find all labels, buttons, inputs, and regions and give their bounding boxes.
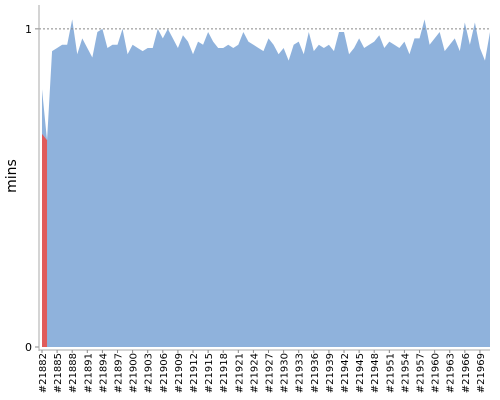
x-tick-label: #21894 bbox=[98, 353, 109, 393]
x-tick-label: #21936 bbox=[310, 353, 321, 393]
x-tick-label: #21924 bbox=[249, 353, 260, 393]
x-tick-label: #21966 bbox=[461, 353, 472, 393]
area bbox=[42, 133, 48, 347]
x-tick-label: #21900 bbox=[129, 353, 140, 393]
x-tick-label: #21939 bbox=[325, 353, 336, 393]
x-tick-label: #21885 bbox=[53, 353, 64, 393]
x-tick-label: #21933 bbox=[295, 353, 306, 393]
x-tick-label: #21969 bbox=[476, 353, 487, 393]
x-tick-label: #21903 bbox=[144, 353, 155, 393]
y-tick-label: 1 bbox=[25, 23, 32, 36]
x-tick-label: #21945 bbox=[355, 353, 366, 393]
x-tick-label: #21915 bbox=[204, 353, 215, 393]
y-tick-label: 0 bbox=[25, 341, 32, 354]
x-tick-label: #21888 bbox=[68, 353, 79, 393]
x-tick-label: #21960 bbox=[431, 353, 442, 393]
x-tick-label: #21906 bbox=[159, 353, 170, 393]
y-axis-label: mins bbox=[4, 159, 20, 193]
x-tick-label: #21897 bbox=[114, 353, 125, 393]
x-tick-label: #21918 bbox=[219, 353, 230, 393]
x-tick-label: #21930 bbox=[280, 353, 291, 393]
x-tick-label: #21948 bbox=[370, 353, 381, 393]
x-tick-label: #21957 bbox=[416, 353, 427, 393]
x-tick-label: #21951 bbox=[385, 353, 396, 393]
area bbox=[42, 19, 490, 347]
x-tick-label: #21927 bbox=[265, 353, 276, 393]
x-tick-label: #21909 bbox=[174, 353, 185, 393]
x-tick-label: #21954 bbox=[400, 353, 411, 393]
x-tick-label: #21882 bbox=[38, 353, 49, 393]
x-tick-label: #21921 bbox=[234, 353, 245, 393]
x-tick-label: #21891 bbox=[83, 353, 94, 393]
x-tick-label: #21912 bbox=[189, 353, 200, 393]
x-tick-label: #21942 bbox=[340, 353, 351, 393]
x-tick-label: #21963 bbox=[446, 353, 457, 393]
